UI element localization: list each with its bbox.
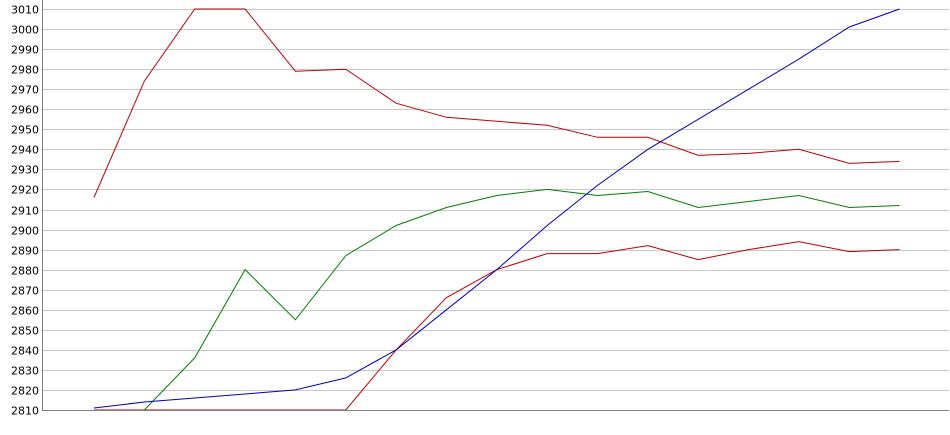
y-tick-label: 2980 — [11, 64, 39, 77]
y-tick-label: 2920 — [11, 184, 39, 197]
y-tick-label: 2900 — [11, 225, 39, 238]
y-tick-label: 2990 — [11, 44, 39, 57]
y-tick-label: 2930 — [11, 164, 39, 177]
y-tick-label: 2970 — [11, 84, 39, 97]
y-tick-label: 2880 — [11, 265, 39, 278]
y-tick-label: 2960 — [11, 104, 39, 117]
y-tick-label: 2840 — [11, 345, 39, 358]
y-tick-label: 2940 — [11, 144, 39, 157]
series-line-2 — [94, 188, 900, 411]
y-tick-label: 2830 — [11, 365, 39, 378]
y-tick-label: 2850 — [11, 325, 39, 338]
series-line-4 — [93, 8, 900, 409]
series-line-3 — [94, 241, 900, 411]
y-tick-label: 2950 — [11, 124, 39, 137]
y-tick-labels: 2810 2820 2830 2840 2850 2860 2870 2880 2890 2900… — [11, 4, 39, 418]
grid-lines — [42, 9, 949, 411]
y-tick-label: 2860 — [11, 305, 39, 318]
y-tick-label: 2890 — [11, 245, 39, 258]
y-tick-label: 3010 — [11, 4, 39, 17]
y-tick-label: 2910 — [11, 205, 39, 218]
y-tick-label: 2870 — [11, 285, 39, 298]
y-tick-label: 2820 — [11, 385, 39, 398]
series-line-1 — [93, 8, 900, 198]
y-tick-label: 2810 — [11, 405, 39, 418]
y-tick-label: 3000 — [11, 24, 39, 37]
